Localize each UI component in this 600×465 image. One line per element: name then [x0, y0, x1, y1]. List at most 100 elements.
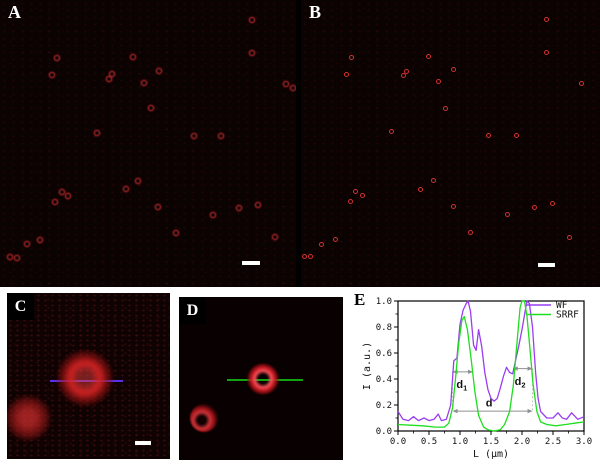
fluorescent-bead	[23, 240, 30, 247]
fluorescent-bead	[353, 189, 359, 195]
fluorescent-bead	[348, 199, 354, 205]
fluorescent-bead	[389, 129, 395, 135]
legend-label-wf: WF	[556, 300, 568, 311]
panel-d-srrf-zoom-image: D	[179, 297, 343, 460]
x-tick-label: 0.0	[390, 437, 406, 447]
fluorescent-bead	[155, 67, 162, 74]
panel-b-label: B	[309, 2, 322, 22]
panel-c-wf-zoom-image: C	[7, 293, 170, 459]
fluorescent-bead	[319, 242, 325, 248]
fluorescent-bead	[36, 236, 43, 243]
fluorescent-bead	[254, 201, 261, 208]
fluorescent-bead	[514, 133, 520, 139]
panel-e-label: E	[354, 290, 366, 309]
fluorescent-bead	[64, 192, 71, 199]
fluorescent-bead	[308, 254, 314, 260]
bead-sharp-ring-small	[190, 404, 218, 432]
panel-a-scale-bar	[242, 261, 260, 265]
panel-e-line-profile-plot: E 0.0 0.5 1.0 1.5 2.0 2.5 3.0 0.0 0.2 0.4 0.6 0.8 1.…	[346, 288, 600, 465]
x-tick-label: 2.0	[514, 437, 530, 447]
x-tick-label: 1.0	[452, 437, 468, 447]
bead-sharp-ring	[247, 363, 279, 395]
fluorescent-bead	[217, 132, 224, 139]
fluorescent-bead	[248, 16, 255, 23]
distance-label: d2	[515, 376, 526, 390]
x-tick-label: 2.5	[545, 437, 561, 447]
fluorescent-bead	[271, 233, 278, 240]
fluorescent-bead	[544, 50, 550, 56]
fluorescent-bead	[154, 203, 161, 210]
arrowhead-right	[527, 408, 533, 414]
fluorescent-bead	[532, 205, 538, 211]
y-axis-title: I (a.u.)	[362, 342, 373, 390]
y-tick-label: 0.4	[376, 375, 392, 385]
x-axis-title: L (μm)	[473, 449, 509, 460]
fluorescent-bead	[404, 69, 410, 75]
fluorescent-bead	[134, 177, 141, 184]
fluorescent-bead	[468, 230, 474, 236]
y-tick-label: 0.6	[376, 349, 392, 359]
arrowhead-right	[527, 366, 533, 371]
fluorescent-bead	[108, 70, 115, 77]
fluorescent-bead	[13, 254, 20, 261]
fluorescent-bead	[190, 132, 197, 139]
distance-label: d	[486, 397, 493, 409]
fluorescent-bead	[282, 80, 289, 87]
distance-label: d1	[456, 379, 467, 393]
bead-fuzzy-ring	[57, 350, 113, 406]
fluorescent-bead	[486, 133, 492, 139]
y-tick-label: 0.0	[376, 427, 392, 437]
y-tick-label: 0.2	[376, 401, 392, 411]
fluorescent-bead	[333, 237, 339, 243]
fluorescent-bead	[53, 54, 60, 61]
panel-b-scale-bar	[538, 263, 555, 267]
panel-d-label-box: D	[179, 297, 206, 324]
arrowhead-left	[452, 408, 458, 414]
x-tick-label: 1.5	[483, 437, 499, 447]
fluorescent-bead	[401, 73, 407, 79]
fluorescent-bead	[451, 204, 457, 210]
bead-fuzzy-blob	[7, 395, 51, 441]
panel-c-label-box: C	[7, 293, 34, 320]
panel-b-srrf-image: B	[301, 0, 600, 287]
x-tick-label: 3.0	[576, 437, 592, 447]
series-srrf-line	[397, 300, 585, 432]
y-tick-label: 1.0	[376, 297, 392, 307]
panel-c-scale-bar	[135, 441, 151, 445]
fluorescent-bead	[6, 253, 13, 260]
fluorescent-bead	[289, 84, 296, 91]
fluorescent-bead	[51, 198, 58, 205]
series-wf-line	[397, 300, 585, 422]
fluorescent-bead	[426, 54, 432, 60]
top-row: A B	[0, 0, 600, 287]
fluorescent-bead	[505, 212, 511, 218]
fluorescent-bead	[93, 129, 100, 136]
intensity-profile-chart: 0.0 0.5 1.0 1.5 2.0 2.5 3.0 0.0 0.2 0.4 0.6 0.8 1.0 L…	[362, 297, 592, 460]
fluorescent-bead	[129, 53, 136, 60]
fluorescent-bead	[550, 201, 556, 207]
fluorescent-bead	[436, 79, 442, 85]
fluorescent-bead	[248, 49, 255, 56]
fluorescent-bead	[451, 67, 457, 73]
fluorescent-bead	[344, 72, 350, 78]
fluorescent-bead	[443, 106, 449, 112]
fluorescent-bead	[302, 254, 308, 260]
arrowhead-right	[468, 369, 474, 375]
fluorescent-bead	[147, 104, 154, 111]
fluorescent-bead	[105, 75, 112, 82]
panel-a-label: A	[8, 2, 21, 22]
legend-label-srrf: SRRF	[556, 310, 579, 321]
fluorescent-bead	[209, 211, 216, 218]
fluorescent-bead	[235, 204, 242, 211]
fluorescent-bead	[349, 55, 355, 61]
panel-d-label: D	[186, 301, 199, 319]
fluorescent-bead	[122, 185, 129, 192]
fluorescent-bead	[58, 188, 65, 195]
panel-a-wf-image: A	[0, 0, 296, 287]
fluorescent-bead	[418, 187, 424, 193]
fluorescent-bead	[431, 178, 437, 184]
fluorescent-bead	[140, 79, 147, 86]
fluorescent-bead	[48, 71, 55, 78]
panel-c-label: C	[14, 297, 27, 315]
